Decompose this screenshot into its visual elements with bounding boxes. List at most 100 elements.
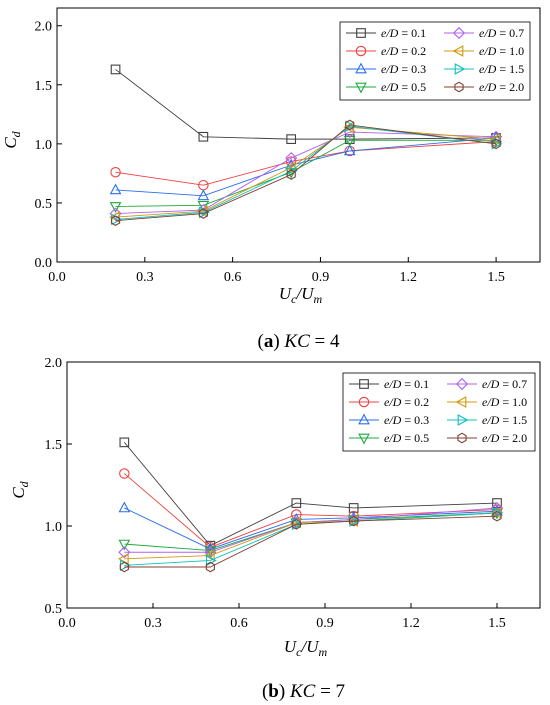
- x-tick-label: 0.9: [312, 270, 330, 285]
- series-line: [124, 512, 498, 552]
- data-point: [489, 133, 501, 145]
- series-line: [115, 126, 497, 218]
- x-axis-label-main: U: [279, 284, 293, 303]
- legend-label-value: = 1.5: [496, 62, 524, 76]
- legend-label-value: = 0.3: [401, 413, 429, 427]
- x-axis-label-slash: /U: [295, 284, 315, 303]
- legend-item: e/D = 1.5: [447, 413, 527, 427]
- y-tick-label: 2.0: [35, 20, 53, 35]
- x-axis-label-sub: c: [296, 645, 302, 659]
- data-point: [109, 202, 122, 213]
- plot-frame: [66, 361, 541, 609]
- legend-label-value: = 0.1: [398, 26, 426, 40]
- legend-item: e/D = 0.5: [349, 431, 429, 445]
- legend-label-var: e/D: [381, 26, 399, 40]
- legend-label-value: = 0.7: [499, 377, 527, 391]
- data-point: [198, 131, 209, 142]
- y-tick-label: 2.0: [45, 356, 63, 371]
- series-line: [115, 124, 497, 222]
- legend-label-value: = 2.0: [499, 431, 527, 445]
- chart-panel-b: 0.0 0.3 0.6 0.9 1.2 1.50.51.01.52.0e/D = 0.1e…: [9, 356, 541, 702]
- x-axis-label-sub: c: [291, 292, 297, 306]
- legend-marker: [452, 26, 466, 40]
- legend-label-var: e/D: [482, 431, 500, 445]
- legend-marker: [455, 377, 469, 391]
- series-0.7: [118, 501, 504, 559]
- legend-label-value: = 1.5: [499, 413, 527, 427]
- y-tick-label: 1.0: [45, 520, 63, 535]
- series-line: [115, 131, 497, 215]
- legend-marker: [355, 62, 367, 74]
- series-line: [123, 442, 498, 547]
- series-line: [124, 512, 498, 566]
- y-tick-label: 1.5: [35, 79, 53, 94]
- legend-item: e/D = 0.3: [349, 413, 429, 427]
- series-0.2: [110, 136, 502, 191]
- data-point: [347, 515, 360, 526]
- x-tick-label: 0.6: [224, 270, 242, 285]
- legend-label-var: e/D: [384, 413, 402, 427]
- data-point: [109, 211, 120, 223]
- x-tick-label: 0.0: [58, 616, 76, 631]
- legend-label-value: = 0.3: [398, 62, 426, 76]
- data-point: [197, 200, 210, 212]
- data-point: [286, 134, 297, 144]
- legend-marker: [358, 413, 370, 425]
- legend-label-value: = 0.5: [398, 80, 426, 94]
- data-point: [491, 138, 501, 150]
- data-point: [110, 64, 121, 75]
- series-line: [115, 69, 497, 140]
- x-axis-label-sub: m: [313, 292, 322, 306]
- data-point: [285, 156, 297, 167]
- series-0.3: [109, 131, 502, 201]
- panel-caption: (b) KC = 7: [262, 681, 345, 702]
- series-0.5: [109, 135, 502, 213]
- caption-letter: a: [264, 331, 274, 352]
- x-axis-label-main: U: [284, 637, 298, 656]
- legend-item: e/D = 0.7: [444, 26, 524, 40]
- legend-label: e/D = 1.5: [482, 413, 527, 427]
- y-axis-label-sub: d: [17, 480, 31, 487]
- legend-label: e/D = 0.3: [384, 413, 429, 427]
- legend-marker: [355, 45, 367, 57]
- data-point: [109, 183, 122, 195]
- series-2.0: [119, 510, 502, 573]
- legend-item: e/D = 1.0: [444, 44, 524, 58]
- series-line: [115, 137, 497, 197]
- legend-item: e/D = 2.0: [447, 431, 527, 445]
- y-tick-label: 0.5: [45, 602, 63, 617]
- legend-label-var: e/D: [381, 44, 399, 58]
- series-line: [124, 507, 498, 550]
- caption-value: = 7: [315, 681, 345, 702]
- series-1.5: [119, 507, 504, 572]
- legend-label-var: e/D: [479, 62, 497, 76]
- caption-paren: (: [262, 681, 268, 702]
- legend: e/D = 0.1e/D = 0.2e/D = 0.3e/D = 0.5e/D …: [342, 372, 536, 452]
- legend-label-var: e/D: [384, 431, 402, 445]
- legend-item: e/D = 0.1: [346, 26, 426, 40]
- data-point: [349, 515, 359, 527]
- series-2.0: [110, 119, 501, 226]
- x-tick-label: 1.2: [400, 270, 418, 285]
- legend-label: e/D = 0.5: [384, 431, 429, 445]
- data-point: [291, 519, 301, 530]
- x-tick-label: 0.6: [230, 616, 248, 631]
- legend-label-var: e/D: [381, 62, 399, 76]
- x-tick-label: 1.5: [487, 270, 505, 285]
- legend-label: e/D = 0.3: [381, 62, 426, 76]
- legend-label: e/D = 0.7: [479, 26, 524, 40]
- legend-label-value: = 1.0: [496, 44, 524, 58]
- legend-label-value: = 2.0: [496, 80, 524, 94]
- data-point: [203, 549, 215, 562]
- data-point: [344, 134, 355, 144]
- data-point: [285, 151, 298, 165]
- series-0.1: [110, 64, 501, 144]
- y-tick-label: 0.5: [35, 197, 53, 212]
- legend-item: e/D = 1.0: [447, 395, 527, 409]
- legend-item: e/D = 0.2: [349, 395, 429, 409]
- legend-marker: [455, 396, 467, 408]
- legend-label-var: e/D: [384, 377, 402, 391]
- data-point: [491, 508, 503, 520]
- data-point: [117, 552, 129, 565]
